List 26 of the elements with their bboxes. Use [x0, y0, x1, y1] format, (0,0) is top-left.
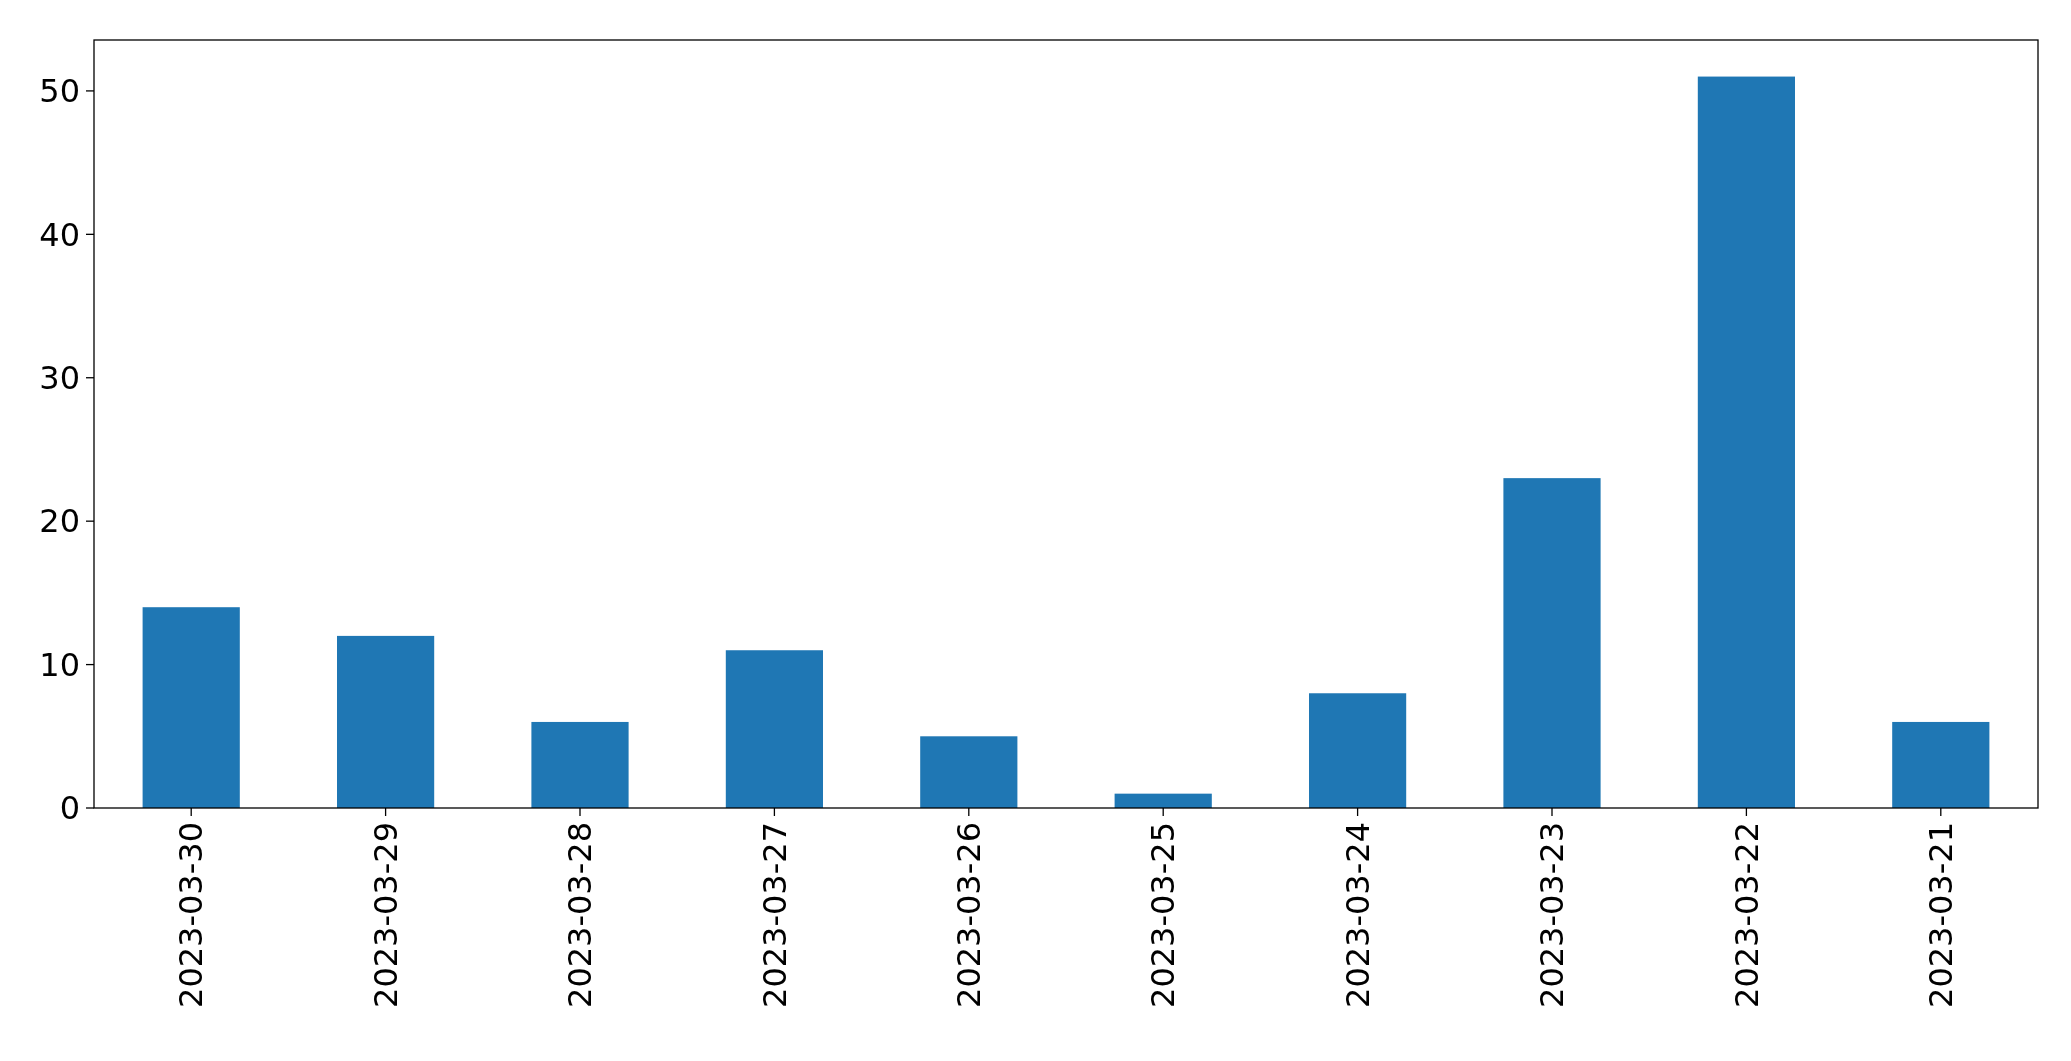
y-tick-label: 20: [39, 502, 80, 541]
bar: [531, 721, 629, 808]
bar: [337, 635, 435, 808]
y-tick-label: 10: [39, 645, 80, 684]
bar: [1503, 478, 1601, 808]
x-tick-label: 2023-03-29: [366, 822, 405, 1008]
x-tick-label: 2023-03-23: [1533, 822, 1572, 1008]
x-tick-label: 2023-03-27: [755, 822, 794, 1008]
x-tick-label: 2023-03-25: [1144, 822, 1183, 1008]
y-tick-label: 30: [39, 358, 80, 397]
bar: [1697, 76, 1795, 808]
bar: [142, 607, 240, 808]
y-tick-label: 50: [39, 72, 80, 111]
y-tick-label: 0: [59, 789, 80, 828]
x-tick-label: 2023-03-24: [1338, 822, 1377, 1008]
x-tick-label: 2023-03-21: [1922, 822, 1960, 1008]
x-tick-label: 2023-03-22: [1727, 822, 1766, 1008]
bar: [1892, 721, 1990, 808]
bar: [920, 736, 1018, 808]
bar: [725, 650, 823, 808]
bar: [1309, 693, 1407, 808]
x-tick-label: 2023-03-26: [950, 822, 988, 1008]
y-tick-label: 40: [39, 215, 80, 254]
bar: [1114, 793, 1212, 808]
x-tick-label: 2023-03-30: [172, 822, 211, 1008]
x-tick-label: 2023-03-28: [561, 822, 600, 1008]
